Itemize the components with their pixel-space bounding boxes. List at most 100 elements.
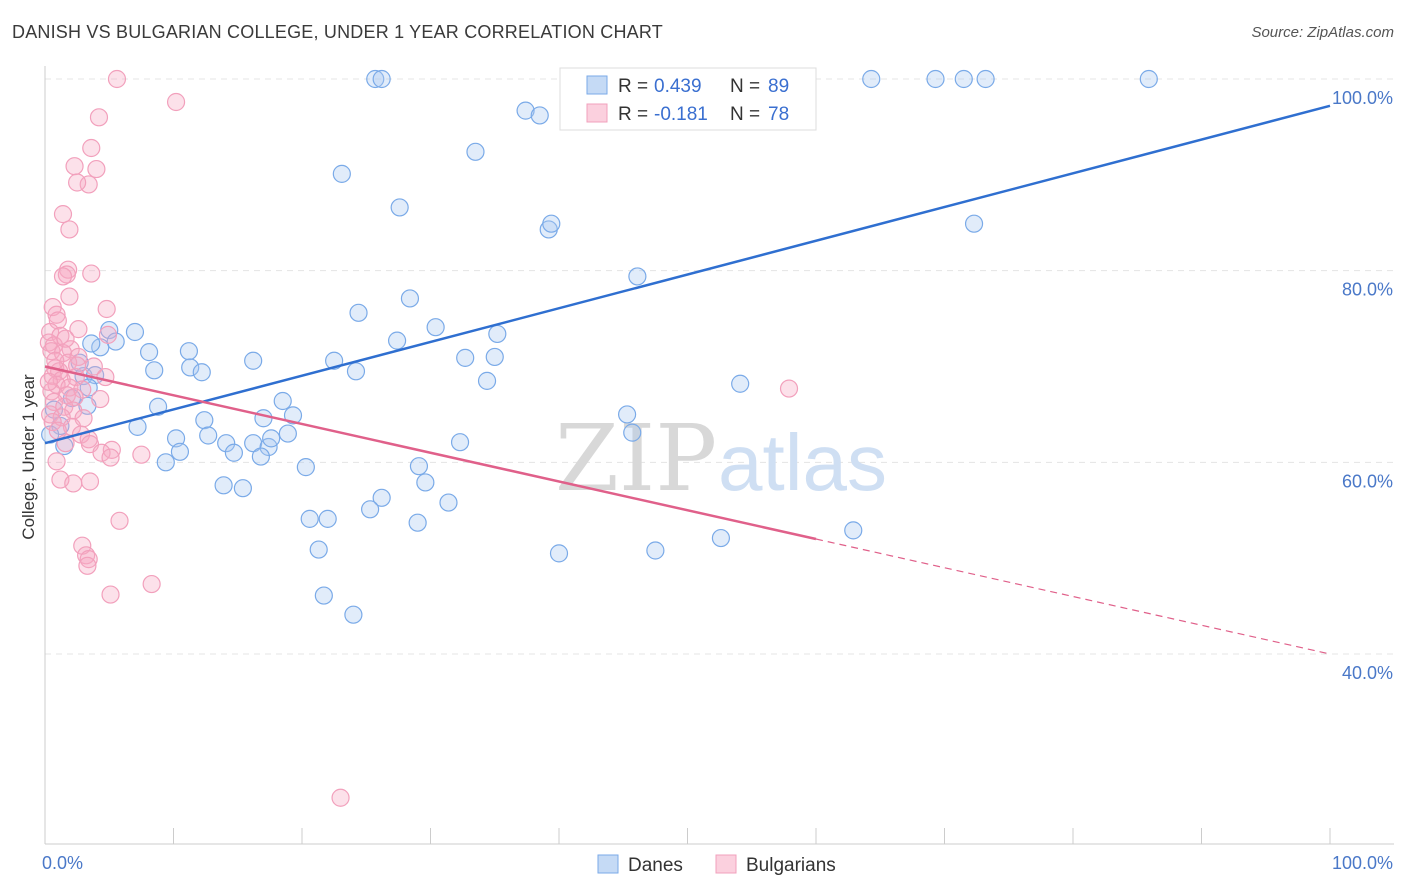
- danes-point-48: [618, 405, 637, 424]
- danes-point-61: [224, 443, 243, 462]
- danes-points: [41, 69, 1158, 624]
- danes-point-38: [477, 371, 497, 390]
- bulgarians-point-63: [80, 472, 100, 491]
- watermark-atlas: atlas: [718, 418, 887, 507]
- danes-point-69: [372, 488, 391, 507]
- bulgarians-point-68: [79, 550, 98, 569]
- bulgarians-point-16: [97, 299, 116, 319]
- danes-point-57: [278, 424, 297, 443]
- danes-point-49: [195, 411, 214, 430]
- bottom-legend: Danes Bulgarians: [597, 854, 836, 876]
- danes-point-12: [466, 142, 485, 161]
- bulgarians-point-4: [65, 157, 84, 176]
- danes-point-30: [456, 348, 475, 367]
- danes-trend-line: [44, 104, 1331, 445]
- danes-point-72: [300, 509, 319, 528]
- bulgarians-points: [39, 69, 799, 807]
- danes-point-8: [976, 69, 995, 89]
- bulgarians-point-12: [82, 264, 101, 283]
- danes-point-54: [217, 434, 236, 453]
- danes-point-0: [366, 69, 385, 89]
- danes-r-value: 0.439: [654, 76, 702, 97]
- bulgarians-n-label: N =: [730, 104, 760, 125]
- danes-point-37: [346, 362, 366, 381]
- y-tick-label-100: 100.0%: [1332, 88, 1393, 108]
- danes-point-59: [623, 423, 642, 442]
- danes-bottom-label: Danes: [628, 855, 683, 876]
- danes-point-66: [416, 473, 435, 492]
- danes-point-43: [273, 391, 292, 411]
- bulgarians-n-value: 78: [768, 104, 789, 125]
- danes-point-73: [318, 509, 337, 528]
- bulgarians-bottom-label: Bulgarians: [746, 855, 836, 876]
- danes-point-31: [485, 347, 504, 367]
- bulgarians-point-57: [102, 440, 121, 459]
- bulgarians-trend-extension: [815, 538, 1331, 655]
- bulgarians-point-46: [64, 401, 83, 420]
- bulgarians-point-3: [82, 138, 101, 158]
- danes-point-58: [262, 429, 281, 448]
- danes-point-28: [139, 343, 159, 362]
- bulgarians-point-72: [779, 379, 799, 398]
- danes-legend-swatch: [586, 75, 608, 95]
- danes-point-45: [148, 397, 168, 416]
- axes: [44, 66, 1394, 845]
- danes-point-24: [488, 324, 507, 344]
- bulgarians-point-7: [68, 173, 87, 192]
- danes-point-21: [426, 318, 445, 337]
- danes-point-19: [400, 289, 420, 308]
- bulgarians-point-61: [47, 452, 66, 471]
- bulgarians-point-17: [47, 305, 66, 324]
- danes-point-65: [409, 457, 429, 476]
- watermark-zip: ZIP: [555, 405, 717, 512]
- danes-point-29: [179, 342, 199, 361]
- danes-point-63: [156, 453, 175, 472]
- danes-point-56: [450, 433, 470, 452]
- bulgarians-point-19: [69, 320, 88, 339]
- bulgarians-point-21: [51, 326, 70, 345]
- danes-point-23: [125, 322, 145, 342]
- danes-point-46: [283, 406, 303, 425]
- x-tick-label-min: 0.0%: [42, 853, 83, 873]
- danes-point-7: [954, 69, 973, 89]
- bulgarians-point-14: [60, 287, 79, 306]
- y-tick-label-60: 60.0%: [1342, 471, 1393, 491]
- danes-point-42: [79, 378, 98, 397]
- danes-point-36: [192, 363, 211, 382]
- danes-point-88: [82, 334, 101, 353]
- bulgarians-point-59: [132, 445, 151, 464]
- danes-point-16: [542, 214, 561, 233]
- y-tick-label-40: 40.0%: [1342, 663, 1393, 683]
- danes-point-60: [170, 442, 190, 461]
- bulgarians-point-22: [98, 325, 118, 344]
- trend-lines: [44, 104, 1331, 655]
- danes-point-52: [244, 434, 263, 453]
- danes-point-71: [361, 500, 380, 519]
- bulgarians-point-1: [166, 92, 186, 112]
- bulgarians-point-77: [39, 372, 58, 391]
- danes-point-53: [166, 429, 186, 448]
- bulgarians-point-71: [101, 585, 120, 604]
- danes-point-80: [314, 586, 333, 605]
- bulgarians-point-36: [96, 367, 115, 387]
- danes-point-32: [244, 351, 263, 370]
- grid-lines: [45, 78, 1394, 655]
- bulgarians-point-60: [101, 448, 120, 467]
- y-tick-label-80: 80.0%: [1342, 280, 1393, 300]
- danes-point-35: [181, 358, 200, 377]
- bulgarians-point-9: [60, 220, 79, 239]
- x-tick-label-max: 100.0%: [1332, 853, 1393, 873]
- danes-point-51: [199, 426, 218, 445]
- bulgarians-point-5: [87, 159, 106, 179]
- danes-point-34: [145, 361, 164, 380]
- bulgarians-r-label: R =: [618, 104, 648, 125]
- danes-point-9: [1139, 69, 1158, 89]
- danes-point-64: [296, 458, 315, 477]
- bulgarians-bottom-swatch: [715, 854, 737, 874]
- bulgarians-point-2: [89, 108, 109, 127]
- danes-n-value: 89: [768, 76, 789, 97]
- danes-point-78: [549, 544, 569, 563]
- danes-point-20: [349, 303, 368, 322]
- bulgarians-point-45: [55, 397, 74, 416]
